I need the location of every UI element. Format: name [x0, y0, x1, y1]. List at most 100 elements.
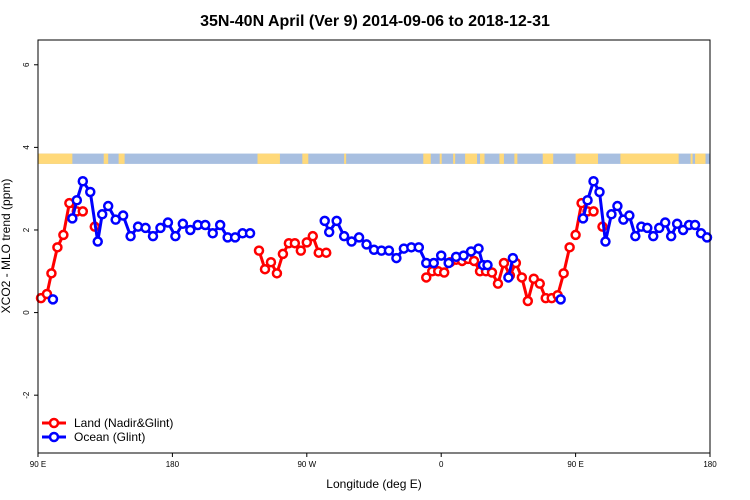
legend: Land (Nadir&Glint)Ocean (Glint): [42, 416, 173, 444]
x-tick-label: 180: [703, 460, 717, 469]
data-point: [689, 219, 701, 231]
data-point: [468, 255, 480, 267]
data-point: [110, 214, 121, 225]
data-point: [323, 226, 335, 238]
data-point: [564, 242, 575, 253]
data-point: [52, 242, 63, 253]
y-tick-label: 6: [22, 62, 31, 67]
data-point: [102, 200, 114, 212]
land-segment: [118, 153, 125, 164]
chart-title: 35N-40N April (Ver 9) 2014-09-06 to 2018…: [200, 13, 550, 30]
data-point: [170, 230, 181, 242]
data-point: [47, 294, 59, 305]
data-point: [244, 228, 256, 239]
data-point: [331, 215, 342, 227]
data-point: [486, 267, 498, 278]
land-ocean-strip: [38, 153, 710, 164]
data-point: [319, 215, 330, 227]
series-layer: [35, 175, 713, 307]
x-tick-label: 90 W: [297, 460, 316, 469]
data-point: [498, 257, 510, 269]
y-tick-label: -2: [22, 391, 31, 399]
data-point: [229, 232, 241, 243]
data-point: [96, 209, 108, 220]
x-tick-label: 90 E: [567, 460, 583, 469]
data-point: [570, 229, 581, 241]
land-segment: [423, 153, 431, 164]
y-tick-label: 4: [22, 145, 31, 150]
data-point: [77, 206, 89, 217]
land-segment: [344, 153, 347, 164]
data-point: [253, 245, 265, 256]
data-point: [612, 200, 623, 212]
land-segment: [695, 153, 706, 164]
data-point: [185, 224, 196, 236]
data-point: [117, 210, 129, 221]
land-segment: [257, 153, 262, 164]
data-point: [665, 230, 677, 242]
data-point: [46, 268, 57, 279]
data-point: [443, 257, 454, 269]
data-point: [473, 243, 484, 254]
data-point: [648, 230, 659, 242]
data-point: [630, 230, 641, 242]
data-point: [482, 259, 493, 271]
data-point: [361, 239, 372, 250]
plot-frame: [37, 39, 711, 454]
data-point: [458, 250, 469, 261]
legend-label: Land (Nadir&Glint): [74, 416, 173, 430]
data-point: [588, 206, 599, 217]
data-point: [277, 248, 289, 260]
x-axis-label: Longitude (deg E): [326, 477, 421, 491]
data-point: [577, 213, 589, 224]
data-point: [207, 228, 218, 239]
data-point: [428, 257, 439, 269]
x-tick-label: 0: [439, 460, 444, 469]
data-point: [522, 295, 534, 307]
data-point: [301, 237, 313, 248]
data-point: [507, 252, 519, 264]
data-point: [659, 217, 671, 228]
legend-marker: [48, 417, 60, 429]
series-ocean-glint-: [47, 175, 713, 305]
y-tick-label: 0: [22, 310, 31, 315]
data-point: [516, 272, 528, 283]
data-point: [295, 245, 307, 256]
land-segment: [453, 153, 456, 164]
data-point: [307, 230, 319, 242]
legend-marker: [48, 431, 60, 443]
ocean-strip: [38, 153, 710, 164]
data-point: [503, 272, 514, 283]
land-segment: [542, 153, 554, 164]
land-segment: [302, 153, 309, 164]
land-segment: [480, 153, 485, 164]
data-point: [92, 236, 103, 247]
data-point: [391, 252, 402, 264]
y-axis: -2 0 2 4 6: [22, 62, 38, 399]
land-segment: [439, 153, 442, 164]
data-point: [125, 230, 136, 242]
data-point: [338, 230, 350, 242]
data-point: [140, 222, 151, 234]
data-point: [701, 232, 713, 243]
data-point: [671, 218, 683, 230]
land-segment: [465, 153, 478, 164]
data-point: [588, 175, 599, 187]
data-point: [85, 186, 96, 198]
data-point: [413, 242, 425, 253]
data-point: [147, 230, 159, 242]
data-point: [624, 210, 635, 221]
data-point: [642, 222, 653, 234]
data-point: [594, 186, 605, 198]
land-segment: [38, 153, 73, 164]
data-point: [67, 213, 78, 224]
data-point: [383, 245, 395, 256]
data-point: [162, 217, 174, 228]
x-tick-label: 180: [166, 460, 180, 469]
data-point: [271, 268, 283, 279]
data-point: [492, 278, 504, 289]
land-segment: [620, 153, 679, 164]
data-point: [289, 237, 301, 249]
data-point: [77, 175, 89, 187]
data-point: [421, 272, 432, 283]
